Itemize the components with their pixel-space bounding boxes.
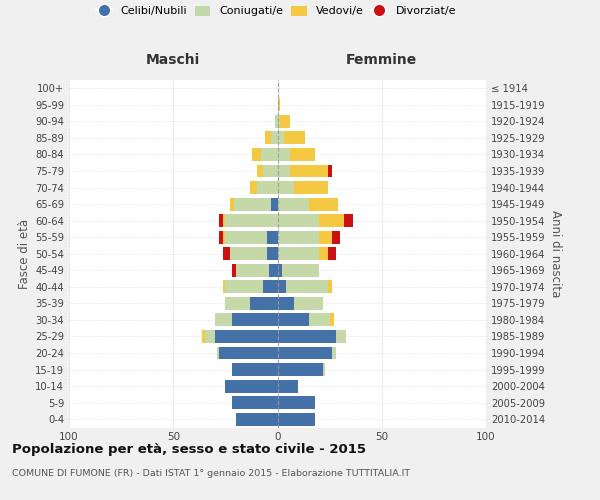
Bar xyxy=(226,280,263,293)
Bar xyxy=(277,314,309,326)
Bar xyxy=(219,230,223,243)
Bar xyxy=(284,132,305,144)
Bar xyxy=(323,363,325,376)
Bar xyxy=(309,314,329,326)
Text: COMUNE DI FUMONE (FR) - Dati ISTAT 1° gennaio 2015 - Elaborazione TUTTITALIA.IT: COMUNE DI FUMONE (FR) - Dati ISTAT 1° ge… xyxy=(12,469,410,478)
Bar xyxy=(277,181,294,194)
Bar xyxy=(263,280,277,293)
Bar xyxy=(328,248,336,260)
Y-axis label: Fasce di età: Fasce di età xyxy=(18,218,31,289)
Bar xyxy=(344,214,353,227)
Bar xyxy=(226,214,277,227)
Bar xyxy=(328,164,332,177)
Bar xyxy=(265,132,271,144)
Bar xyxy=(236,264,269,277)
Bar xyxy=(230,248,267,260)
Y-axis label: Anni di nascita: Anni di nascita xyxy=(549,210,562,298)
Bar xyxy=(267,230,277,243)
Bar xyxy=(236,413,277,426)
Text: Femmine: Femmine xyxy=(346,53,418,67)
Bar xyxy=(290,148,315,161)
Bar xyxy=(232,363,277,376)
Bar xyxy=(253,148,261,161)
Bar xyxy=(277,132,284,144)
Bar xyxy=(277,380,298,392)
Bar xyxy=(319,214,344,227)
Bar xyxy=(226,297,250,310)
Bar xyxy=(205,330,215,343)
Bar xyxy=(319,248,328,260)
Text: Popolazione per età, sesso e stato civile - 2015: Popolazione per età, sesso e stato civil… xyxy=(12,442,366,456)
Bar xyxy=(277,148,290,161)
Bar xyxy=(277,164,290,177)
Bar xyxy=(329,314,334,326)
Bar xyxy=(219,346,277,360)
Bar xyxy=(234,198,271,210)
Bar xyxy=(277,346,332,360)
Bar xyxy=(277,396,315,409)
Bar xyxy=(271,132,277,144)
Bar xyxy=(267,248,277,260)
Bar xyxy=(290,164,328,177)
Bar xyxy=(294,181,328,194)
Bar xyxy=(223,280,226,293)
Bar xyxy=(271,198,277,210)
Bar xyxy=(277,297,294,310)
Bar xyxy=(257,164,263,177)
Bar xyxy=(277,98,280,112)
Bar xyxy=(277,214,319,227)
Bar xyxy=(219,214,223,227)
Bar xyxy=(263,164,277,177)
Bar xyxy=(280,115,290,128)
Bar xyxy=(277,330,336,343)
Bar xyxy=(257,181,277,194)
Bar xyxy=(261,148,277,161)
Bar xyxy=(215,314,232,326)
Bar xyxy=(250,297,277,310)
Bar xyxy=(250,181,257,194)
Bar xyxy=(275,115,277,128)
Bar xyxy=(232,264,236,277)
Bar xyxy=(328,280,332,293)
Bar xyxy=(294,297,323,310)
Bar xyxy=(215,330,277,343)
Bar xyxy=(277,230,319,243)
Legend: Celibi/Nubili, Coniugati/e, Vedovi/e, Divorziat/e: Celibi/Nubili, Coniugati/e, Vedovi/e, Di… xyxy=(96,6,456,16)
Bar xyxy=(269,264,277,277)
Bar xyxy=(230,198,234,210)
Text: Maschi: Maschi xyxy=(146,53,200,67)
Bar xyxy=(223,248,230,260)
Bar xyxy=(281,264,319,277)
Bar xyxy=(277,198,309,210)
Bar xyxy=(223,230,226,243)
Bar xyxy=(202,330,205,343)
Bar xyxy=(223,214,226,227)
Bar xyxy=(232,396,277,409)
Bar xyxy=(277,264,281,277)
Bar xyxy=(217,346,219,360)
Bar xyxy=(332,230,340,243)
Bar xyxy=(277,280,286,293)
Bar xyxy=(286,280,328,293)
Bar xyxy=(336,330,346,343)
Bar xyxy=(332,346,336,360)
Bar xyxy=(319,230,332,243)
Bar xyxy=(277,413,315,426)
Bar xyxy=(309,198,338,210)
Bar xyxy=(277,363,323,376)
Bar xyxy=(226,380,277,392)
Bar xyxy=(226,230,267,243)
Bar xyxy=(277,248,319,260)
Bar xyxy=(232,314,277,326)
Bar xyxy=(277,115,280,128)
